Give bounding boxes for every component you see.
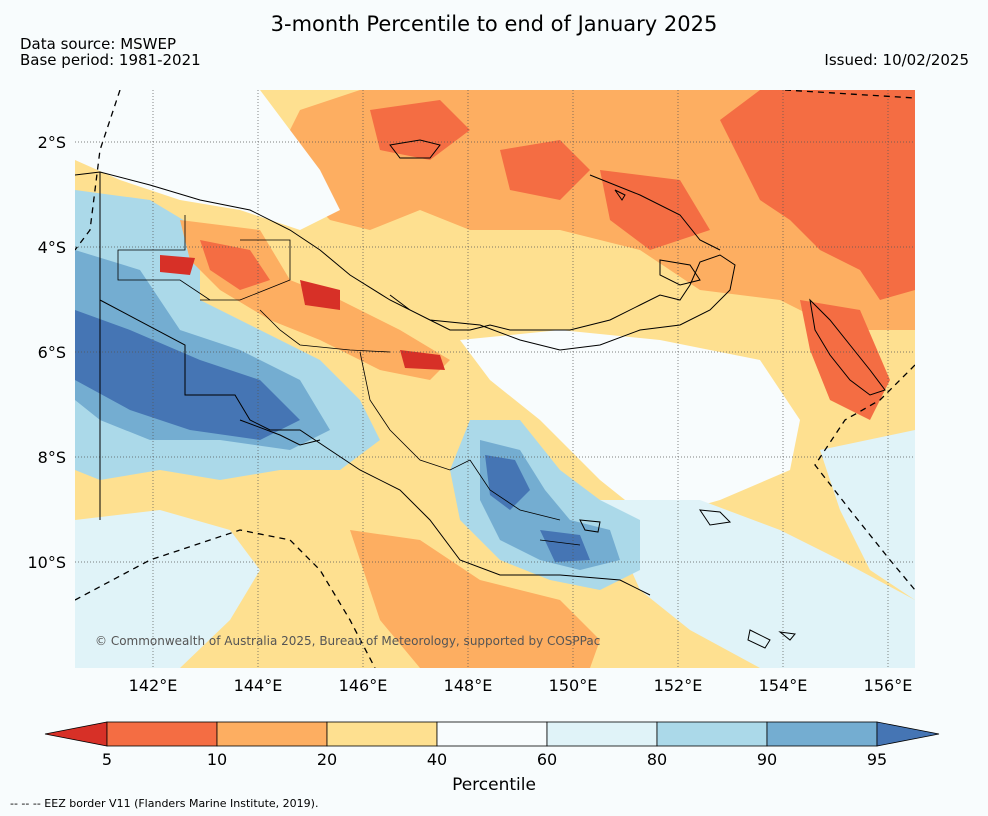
lon-tick-label: 144°E [234, 676, 283, 695]
region-40-60-northwest [75, 90, 340, 230]
province-borders [117, 215, 581, 546]
region-60-80-torres [75, 510, 260, 668]
lat-tick-label: 4°S [38, 238, 66, 257]
base-period-label: Base period: 1981-2021 [20, 51, 201, 69]
colorbar-90-95 [766, 721, 878, 747]
region-above-95-papuan-a [485, 455, 530, 510]
lon-tick-label: 150°E [549, 676, 598, 695]
colorbar-tick-label: 10 [207, 750, 227, 769]
region-above-95-papuan-b [540, 530, 590, 562]
colorbar-tick-label: 20 [317, 750, 337, 769]
lat-tick-labels: 2°S 4°S 6°S 8°S 10°S [27, 133, 66, 572]
colorbar-40-60 [436, 721, 548, 747]
lon-tick-label: 154°E [759, 676, 808, 695]
lon-tick-label: 142°E [129, 676, 178, 695]
region-5-10-northeast [720, 90, 915, 300]
region-5-10-highlands-a [200, 240, 270, 290]
colorbar-tick-label: 95 [867, 750, 887, 769]
lon-tick-label: 146°E [339, 676, 388, 695]
lat-tick-label: 10°S [27, 553, 66, 572]
region-above-95-west [75, 310, 300, 440]
colorbar-tick-label: 90 [757, 750, 777, 769]
colorbar-5-10 [106, 721, 218, 747]
region-5-10-bismarck [500, 140, 590, 200]
region-5-10-manus [370, 100, 470, 160]
colorbar-60-80 [546, 721, 658, 747]
colorbar-tick-label: 40 [427, 750, 447, 769]
lon-tick-label: 148°E [444, 676, 493, 695]
colorbar-above-95 [876, 721, 940, 747]
region-below-5-highlands-d [160, 255, 195, 275]
region-below-5-highlands-c [400, 350, 445, 370]
region-40-60-solomon-sea [460, 330, 800, 520]
colorbar-20-40 [326, 721, 438, 747]
colorbar-label: Percentile [452, 775, 536, 795]
region-5-10-bougainville [800, 300, 890, 420]
colorbar-tick-labels: 5 10 20 40 60 80 90 95 [102, 750, 887, 769]
lon-tick-label: 152°E [654, 676, 703, 695]
lon-tick-labels: 142°E 144°E 146°E 148°E 150°E 152°E 154°… [129, 676, 913, 695]
colorbar-tick-label: 80 [647, 750, 667, 769]
map-plot-area: © Commonwealth of Australia 2025, Bureau… [75, 90, 915, 668]
colorbar-10-20 [216, 721, 328, 747]
lat-tick-label: 2°S [38, 133, 66, 152]
region-below-5-highlands-b [300, 280, 340, 310]
map-gridlines [75, 90, 915, 668]
colorbar-below-5 [44, 721, 108, 747]
eez-borders [75, 90, 915, 668]
lat-tick-label: 8°S [38, 448, 66, 467]
coastlines [75, 139, 886, 649]
map-title: 3-month Percentile to end of January 202… [270, 12, 718, 36]
region-60-80-coral [600, 500, 915, 668]
colorbar-tick-label: 60 [537, 750, 557, 769]
lat-tick-label: 6°S [38, 343, 66, 362]
eez-border-note: -- -- -- EEZ border V11 (Flanders Marine… [10, 797, 319, 810]
region-60-80-east [820, 430, 915, 600]
copyright-notice: © Commonwealth of Australia 2025, Bureau… [95, 634, 600, 648]
lon-tick-label: 156°E [864, 676, 913, 695]
colorbar-80-90 [656, 721, 768, 747]
colorbar-tick-label: 5 [102, 750, 112, 769]
issued-date-label: Issued: 10/02/2025 [824, 51, 969, 69]
region-10-20-gulf [350, 530, 600, 668]
colorbar [44, 721, 940, 747]
data-source-label: Data source: MSWEP [20, 35, 177, 53]
